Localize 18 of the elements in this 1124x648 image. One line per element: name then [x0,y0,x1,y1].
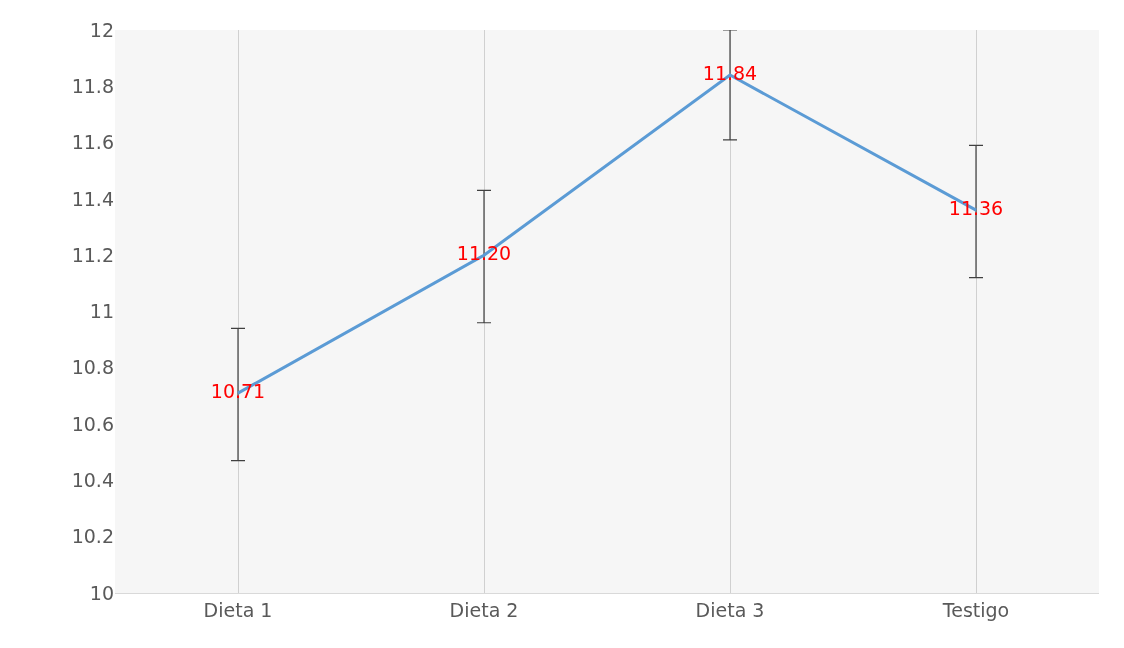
y-tick-label: 11.8 [71,74,114,97]
x-tick-label: Dieta 2 [449,598,519,621]
data-label: 11.36 [948,196,1004,219]
y-tick-label: 10.6 [71,412,114,435]
y-tick-label: 10.8 [71,356,114,379]
data-label: 10.71 [210,379,266,402]
data-label: 11.84 [702,61,758,84]
y-tick-label: 11.4 [71,187,114,210]
y-tick-label: 10.2 [71,525,114,548]
x-tick-label: Testigo [941,598,1010,621]
y-tick-label: 12 [89,18,114,41]
x-tick-label: Dieta 1 [203,598,273,621]
y-tick-label: 10.4 [71,469,114,492]
y-tick-label: 11 [89,300,114,323]
y-tick-label: 11.6 [71,131,114,154]
x-tick-label: Dieta 3 [695,598,765,621]
y-tick-label: 11.2 [71,243,114,266]
y-tick-label: 10 [89,581,114,604]
